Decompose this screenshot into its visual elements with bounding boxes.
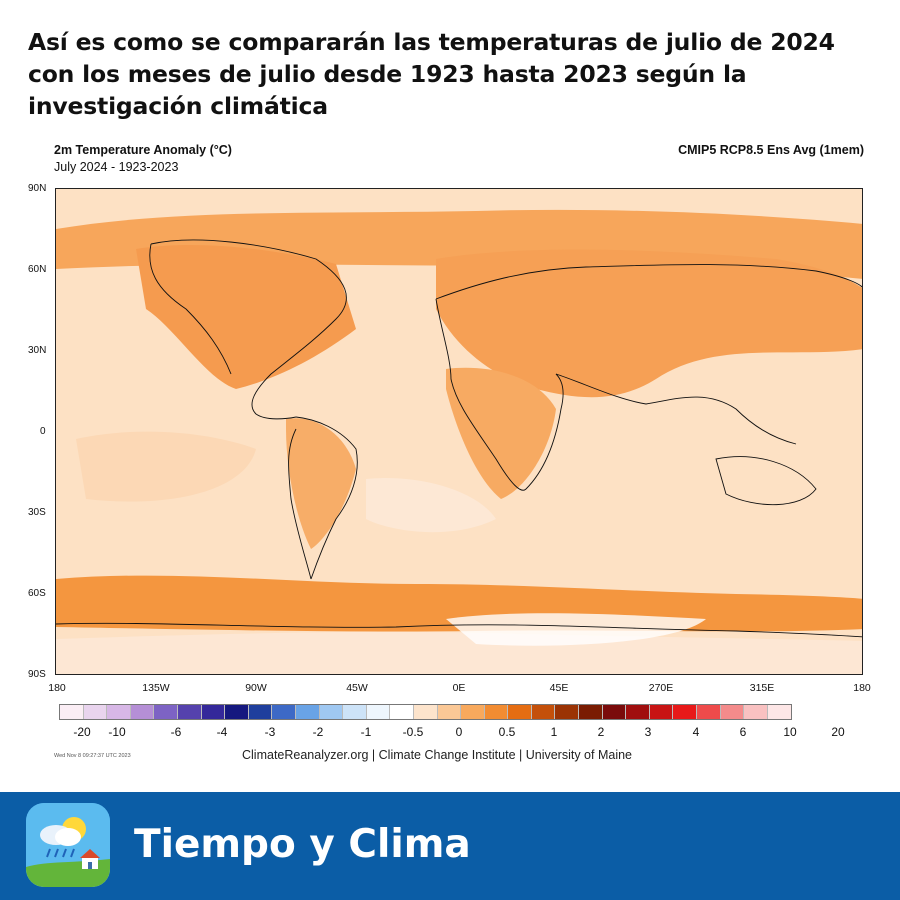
lon-label-45w: 45W (346, 682, 368, 694)
colorbar-cell (649, 705, 674, 719)
colorbar-label: -0.5 (402, 725, 424, 739)
colorbar-cell (720, 705, 745, 719)
colorbar-label: -20 (73, 725, 91, 739)
colorbar-cell (272, 705, 296, 719)
lat-label-30n: 30N (28, 345, 47, 356)
lon-label-135w: 135W (142, 682, 170, 694)
lat-label-90s: 90S (28, 669, 46, 680)
colorbar-cell (626, 705, 650, 719)
pacific-pale (76, 431, 256, 502)
colorbar-cell (60, 705, 84, 719)
lon-label-0e: 0E (452, 682, 466, 694)
colorbar-cell (248, 705, 273, 719)
model-label: CMIP5 RCP8.5 Ens Avg (1mem) (678, 143, 864, 157)
colorbar-cell (531, 705, 556, 719)
colorbar-cell (107, 705, 131, 719)
map-subtitle: July 2024 - 1923-2023 (54, 160, 179, 174)
colorbar-cell (130, 705, 155, 719)
colorbar-label: -4 (216, 725, 228, 739)
colorbar-cell (295, 705, 320, 719)
colorbar-cell (201, 705, 226, 719)
rain-icon (46, 848, 75, 858)
lon-label-270e: 270E (648, 682, 674, 694)
colorbar-cell (602, 705, 627, 719)
colorbar-cell (390, 705, 414, 719)
lon-label-315e: 315E (749, 682, 775, 694)
colorbar-cell (555, 705, 580, 719)
coastlines (56, 239, 862, 638)
lon-label-90w: 90W (245, 682, 267, 694)
lon-label-180e: 180 (853, 682, 871, 694)
colorbar-label: -2 (312, 725, 324, 739)
credits: ClimateReanalyzer.org | Climate Change I… (242, 748, 632, 762)
north-america-warm (136, 244, 356, 389)
colorbar-cell (461, 705, 485, 719)
colorbar-label: -1 (360, 725, 372, 739)
colorbar-label: 0.5 (498, 725, 516, 739)
lat-label-60n: 60N (28, 264, 47, 275)
south-america-warm (286, 418, 356, 549)
antarctic-white-patch (446, 613, 706, 646)
colorbar-cell (225, 705, 249, 719)
colorbar-cell (508, 705, 532, 719)
colorbar-cell (767, 705, 792, 719)
colorbar-cell (413, 705, 438, 719)
colorbar (59, 704, 793, 720)
colorbar-cell (437, 705, 462, 719)
colorbar-label: -6 (170, 725, 182, 739)
timestamp: Wed Nov 8 09:27:37 UTC 2023 (54, 753, 131, 759)
colorbar-label: 4 (692, 725, 700, 739)
map-header: 2m Temperature Anomaly (°C) July 2024 - … (54, 142, 232, 176)
colorbar-label: 10 (783, 725, 797, 739)
colorbar-label: -3 (264, 725, 276, 739)
lat-label-30s: 30S (28, 507, 46, 518)
lon-label-45e: 45E (549, 682, 569, 694)
colorbar-cell (343, 705, 367, 719)
headline: Así es como se compararán las temperatur… (28, 28, 835, 120)
colorbar-cell (154, 705, 178, 719)
africa-warm (446, 367, 556, 499)
map-title: 2m Temperature Anomaly (°C) (54, 143, 232, 157)
eurasia-warm (436, 249, 862, 398)
colorbar-label: 6 (739, 725, 747, 739)
anomaly-map (55, 188, 863, 675)
lat-label-0: 0 (40, 426, 46, 437)
colorbar-label: -10 (108, 725, 126, 739)
colorbar-cell (484, 705, 509, 719)
colorbar-label: 0 (455, 725, 463, 739)
colorbar-label: 20 (831, 725, 845, 739)
colorbar-cell (744, 705, 768, 719)
colorbar-label: 3 (644, 725, 652, 739)
weather-app-icon (26, 803, 110, 887)
colorbar-cell (673, 705, 698, 719)
brand-name: Tiempo y Clima (134, 822, 471, 867)
lat-label-90n: 90N (28, 183, 47, 194)
colorbar-cell (177, 705, 202, 719)
colorbar-cell (366, 705, 391, 719)
lat-label-60s: 60S (28, 588, 46, 599)
colorbar-cell (319, 705, 344, 719)
atlantic-pale (366, 478, 496, 533)
colorbar-cell (697, 705, 721, 719)
footer-bar (0, 792, 900, 900)
colorbar-label: 2 (597, 725, 605, 739)
colorbar-cell (83, 705, 108, 719)
antarctic-pale (56, 631, 862, 674)
lon-label-180w: 180 (48, 682, 66, 694)
colorbar-cell (579, 705, 603, 719)
colorbar-label: 1 (550, 725, 558, 739)
